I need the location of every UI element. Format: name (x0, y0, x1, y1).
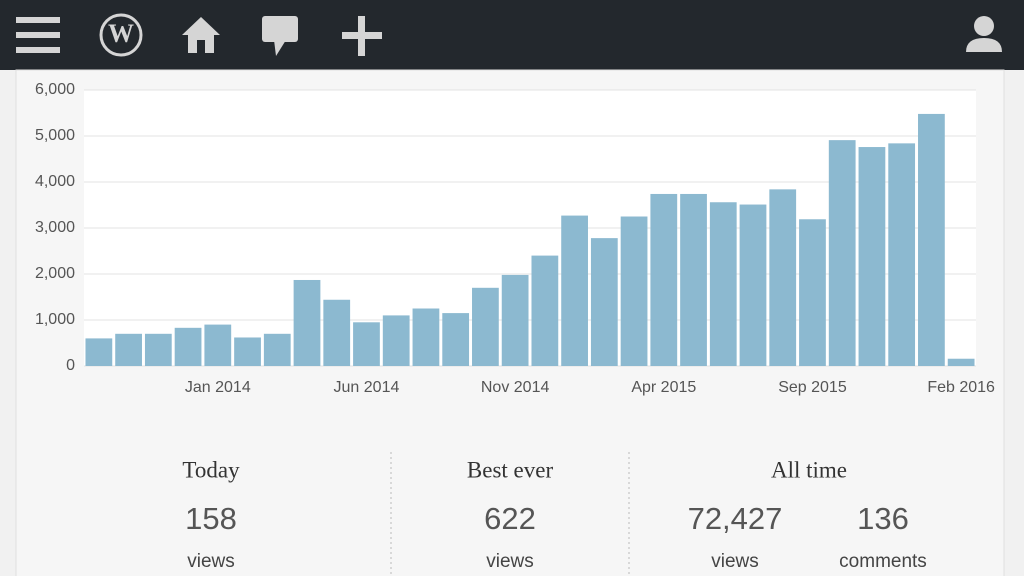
y-tick-label: 3,000 (35, 219, 75, 236)
bar (590, 238, 618, 366)
bar (888, 143, 916, 366)
bar (828, 140, 856, 366)
stat-title: Best ever (467, 457, 554, 482)
bar (561, 215, 588, 366)
y-tick-label: 1,000 (35, 311, 75, 328)
stat-unit: comments (839, 551, 927, 572)
stat-unit: views (187, 551, 235, 572)
bar (115, 333, 142, 366)
svg-text:W: W (108, 19, 134, 48)
wordpress-icon[interactable]: W (99, 13, 143, 57)
stat-title: Today (182, 457, 240, 482)
stats: Today 158 views Best ever 622 views All time 72… (182, 457, 926, 572)
bar (174, 327, 202, 366)
bar (531, 255, 559, 366)
bar (85, 338, 113, 366)
bar (412, 308, 440, 366)
bar (234, 337, 261, 366)
bar (293, 279, 321, 366)
bar (353, 322, 380, 366)
x-tick-label: Apr 2015 (631, 379, 696, 396)
y-tick-label: 4,000 (35, 173, 75, 190)
home-icon[interactable] (182, 17, 220, 53)
stat-number: 72,427 (688, 501, 783, 536)
x-tick-label: Feb 2016 (927, 379, 995, 396)
x-tick-label: Nov 2014 (481, 379, 550, 396)
bar (739, 204, 767, 366)
stat-title: All time (771, 457, 847, 482)
bar (144, 333, 172, 366)
bar (620, 216, 648, 366)
stat-unit: views (711, 551, 759, 572)
bar (472, 287, 499, 366)
x-tick-label: Jun 2014 (334, 379, 400, 396)
bar (709, 202, 737, 366)
bar (947, 358, 975, 366)
bar (204, 324, 232, 366)
bar (263, 333, 291, 366)
y-tick-label: 0 (66, 357, 75, 374)
bar (858, 147, 886, 366)
stat-number: 158 (185, 501, 237, 536)
bar (769, 189, 797, 366)
stat-number: 136 (857, 501, 909, 536)
y-tick-label: 5,000 (35, 127, 75, 144)
bar (799, 219, 826, 366)
stat-number: 622 (484, 501, 536, 536)
bar (650, 193, 678, 366)
x-tick-label: Sep 2015 (778, 379, 847, 396)
toolbar (0, 0, 1024, 70)
stat-unit: views (486, 551, 534, 572)
y-tick-label: 6,000 (35, 81, 75, 98)
y-tick-label: 2,000 (35, 265, 75, 282)
menu-icon[interactable] (16, 17, 60, 53)
bar (323, 299, 351, 366)
comments-icon[interactable] (262, 16, 298, 56)
chart: 0 1,000 2,000 3,000 4,000 5,000 6,000 Jan 2014 J… (35, 81, 995, 396)
bar (501, 274, 529, 366)
add-icon[interactable] (342, 16, 382, 56)
bar (442, 313, 470, 366)
bar (382, 315, 410, 366)
bar (680, 193, 707, 366)
x-tick-label: Jan 2014 (185, 379, 251, 396)
user-icon[interactable] (966, 16, 1002, 52)
bar (918, 113, 945, 366)
